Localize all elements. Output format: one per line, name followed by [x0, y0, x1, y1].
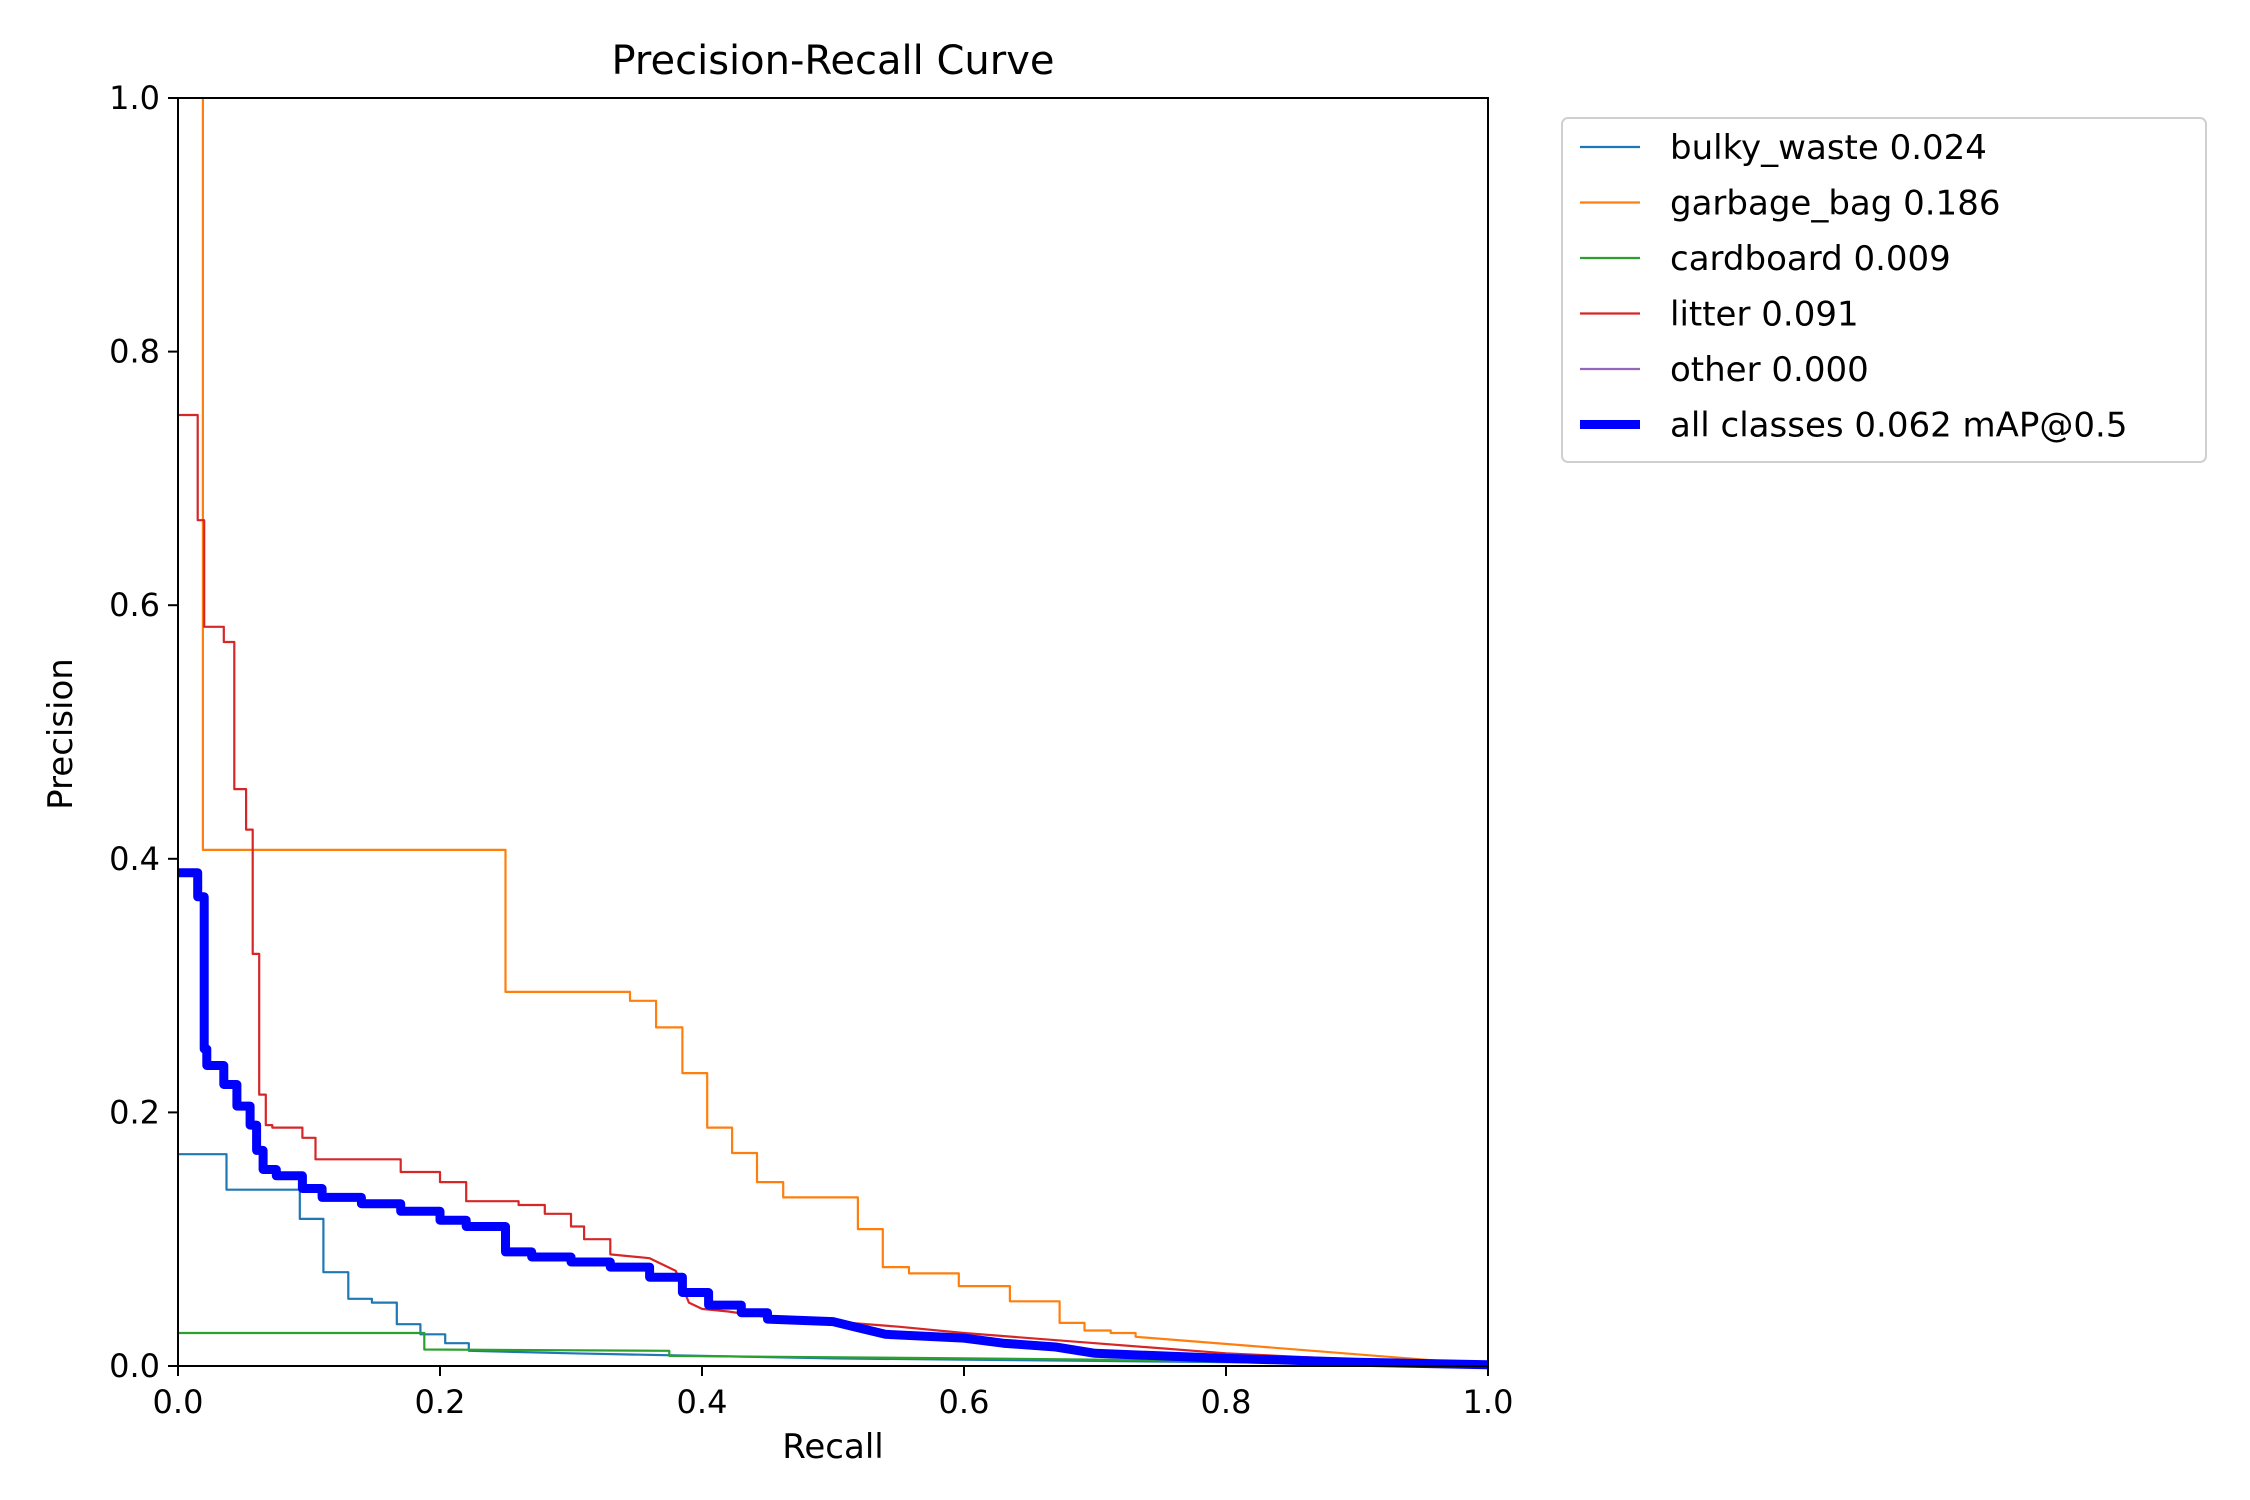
- series-line-5: [178, 868, 1489, 1370]
- x-tick-label: 1.0: [1463, 1383, 1514, 1421]
- x-tick-label: 0.2: [415, 1383, 466, 1421]
- tick-layer: 0.0 0.2 0.4 0.6 0.8 1.0 0.0 0.2 0.4 0.6 0.8 1.0: [109, 79, 1513, 1421]
- chart-title: Precision-Recall Curve: [612, 38, 1055, 84]
- legend-label-0: bulky_waste 0.024: [1670, 128, 1987, 168]
- legend-label-2: cardboard 0.009: [1670, 239, 1951, 279]
- x-tick-label: 0.6: [939, 1383, 990, 1421]
- x-axis-title: Recall: [782, 1427, 883, 1467]
- x-tick-label: 0.4: [677, 1383, 728, 1421]
- x-tick-label: 0.8: [1201, 1383, 1252, 1421]
- y-tick-label: 0.2: [109, 1093, 160, 1131]
- x-tick-label: 0.0: [153, 1383, 204, 1421]
- y-tick-label: 0.8: [109, 333, 160, 371]
- legend: bulky_waste 0.024 garbage_bag 0.186 cardbo…: [1561, 117, 2207, 463]
- legend-box: [1561, 117, 2207, 463]
- series-layer: [178, 98, 1489, 1370]
- legend-label-4: other 0.000: [1670, 350, 1869, 390]
- y-tick-label: 1.0: [109, 79, 160, 117]
- y-tick-label: 0.0: [109, 1347, 160, 1385]
- legend-label-1: garbage_bag 0.186: [1670, 184, 2000, 224]
- plot-frame: [177, 97, 1489, 1367]
- y-axis-title: Precision: [41, 658, 81, 810]
- legend-label-3: litter 0.091: [1670, 295, 1859, 335]
- series-line-3: [178, 413, 1489, 1366]
- y-tick-label: 0.4: [109, 840, 160, 878]
- legend-label-5: all classes 0.062 mAP@0.5: [1670, 406, 2127, 446]
- series-line-0: [178, 1153, 1489, 1366]
- series-line-1: [201, 98, 1489, 1366]
- y-tick-label: 0.6: [109, 586, 160, 624]
